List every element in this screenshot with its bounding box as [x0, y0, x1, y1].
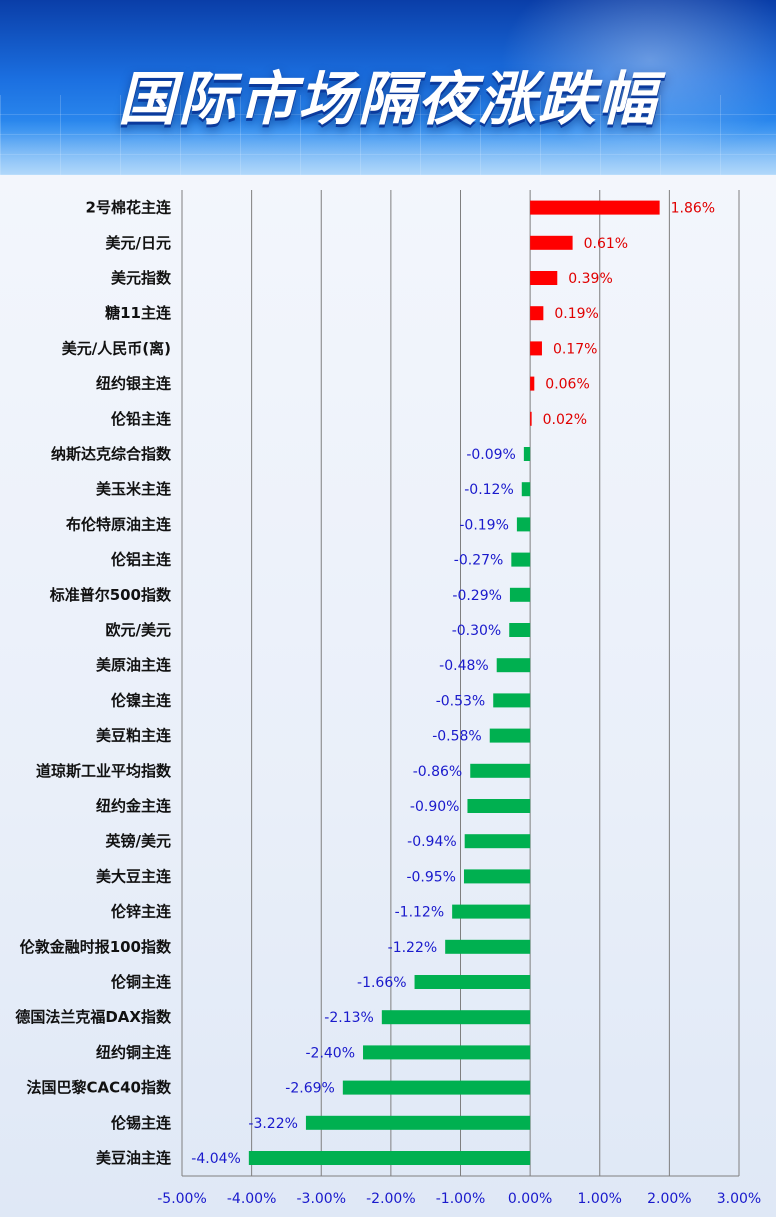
data-label: -4.04%: [191, 1151, 241, 1167]
data-label: -0.94%: [407, 834, 457, 850]
bar: [516, 517, 531, 532]
bar: [363, 1045, 531, 1060]
bar: [489, 728, 531, 743]
data-label: -0.29%: [452, 588, 502, 604]
bar: [452, 904, 531, 919]
data-label: -0.19%: [459, 517, 509, 533]
data-label: 0.39%: [568, 271, 612, 287]
x-tick-label: -2.00%: [366, 1191, 416, 1207]
page-title: 国际市场隔夜涨跌幅: [117, 65, 658, 133]
bar: [470, 763, 531, 778]
category-label: 道琼斯工业平均指数: [36, 762, 172, 780]
bar: [493, 693, 531, 708]
x-tick-label: -1.00%: [436, 1191, 486, 1207]
x-tick-label: 2.00%: [647, 1191, 691, 1207]
bar: [463, 869, 531, 884]
x-tick-label: -4.00%: [227, 1191, 277, 1207]
category-label: 伦镍主连: [111, 691, 172, 709]
category-label: 伦锌主连: [111, 903, 172, 921]
category-label: 美大豆主连: [96, 867, 172, 885]
category-label: 法国巴黎CAC40指数: [26, 1079, 172, 1097]
bar: [464, 834, 531, 849]
header-banner: 国际市场隔夜涨跌幅: [0, 0, 776, 175]
data-label: -2.69%: [285, 1081, 335, 1097]
data-label: -2.13%: [324, 1010, 374, 1026]
category-label: 纽约金主连: [96, 797, 172, 815]
data-label: 0.61%: [584, 236, 628, 252]
category-label: 2号棉花主连: [86, 199, 172, 217]
bar: [496, 658, 531, 673]
bar: [530, 306, 544, 321]
bar: [530, 341, 542, 356]
chart-background: [0, 175, 776, 1217]
category-label: 纽约铜主连: [96, 1043, 172, 1061]
bar: [509, 587, 531, 602]
category-label: 纳斯达克综合指数: [51, 445, 172, 463]
category-label: 布伦特原油主连: [66, 515, 172, 533]
category-label: 纽约银主连: [96, 375, 172, 393]
category-label: 伦铜主连: [111, 973, 172, 991]
category-label: 美元/日元: [106, 234, 171, 252]
category-label: 糖11主连: [105, 304, 172, 322]
bar: [305, 1115, 531, 1130]
data-label: -1.12%: [395, 905, 445, 921]
data-label: 0.06%: [545, 377, 589, 393]
data-label: -0.30%: [452, 623, 502, 639]
bar: [509, 623, 531, 637]
category-label: 欧元/美元: [106, 621, 171, 639]
banner-glow: [0, 120, 776, 175]
data-label: -3.22%: [248, 1116, 298, 1132]
bar: [381, 1010, 531, 1025]
bar: [530, 200, 660, 215]
data-label: 0.19%: [554, 306, 598, 322]
bar: [467, 799, 531, 813]
bar: [530, 271, 558, 285]
category-label: 美玉米主连: [96, 480, 172, 498]
bar: [521, 482, 531, 497]
x-tick-label: 0.00%: [508, 1191, 552, 1207]
data-label: -0.48%: [439, 658, 489, 674]
category-label: 标准普尔500指数: [49, 586, 172, 604]
bar: [445, 939, 531, 954]
bar: [248, 1151, 531, 1165]
category-label: 美豆粕主连: [96, 727, 172, 745]
x-tick-label: -5.00%: [157, 1191, 207, 1207]
data-label: -0.58%: [432, 729, 482, 745]
bar: [530, 411, 532, 426]
bar: [511, 552, 531, 567]
bar: [342, 1080, 531, 1095]
data-label: -1.22%: [388, 940, 438, 956]
x-tick-label: -3.00%: [296, 1191, 346, 1207]
bar: [523, 447, 531, 461]
data-label: -0.90%: [410, 799, 460, 815]
category-label: 德国法兰克福DAX指数: [15, 1008, 172, 1026]
category-label: 美原油主连: [96, 656, 172, 674]
bar: [530, 376, 535, 391]
x-tick-label: 1.00%: [578, 1191, 622, 1207]
data-label: 0.17%: [553, 341, 597, 357]
data-label: 1.86%: [671, 201, 715, 217]
data-label: -1.66%: [357, 975, 407, 991]
category-label: 英镑/美元: [106, 832, 171, 850]
bar: [530, 235, 573, 250]
data-label: -0.12%: [464, 482, 514, 498]
category-label: 伦铝主连: [111, 551, 172, 569]
data-label: 0.02%: [543, 412, 587, 428]
data-label: -0.09%: [466, 447, 516, 463]
data-label: -2.40%: [305, 1045, 355, 1061]
data-label: -0.86%: [413, 764, 463, 780]
category-label: 美元/人民币(离): [62, 339, 171, 357]
category-label: 美豆油主连: [96, 1149, 172, 1167]
data-label: -0.27%: [454, 553, 504, 569]
x-tick-label: 3.00%: [717, 1191, 761, 1207]
data-label: -0.53%: [436, 693, 486, 709]
category-label: 伦铅主连: [111, 410, 172, 428]
category-label: 伦锡主连: [111, 1114, 172, 1132]
data-label: -0.95%: [406, 869, 456, 885]
category-label: 美元指数: [111, 269, 172, 287]
category-label: 伦敦金融时报100指数: [20, 938, 172, 956]
bar: [414, 975, 531, 989]
